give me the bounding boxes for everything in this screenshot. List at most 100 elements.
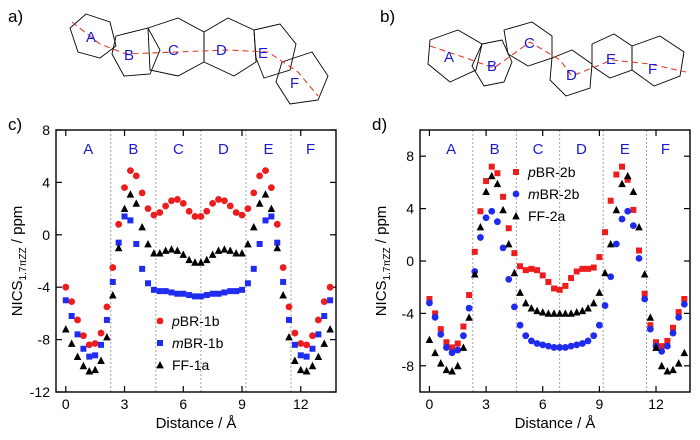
point-c-FF-1a-17 [161, 246, 170, 254]
point-d-BR-2b-33 [612, 240, 620, 248]
point-c-BR-1b-35 [267, 184, 275, 192]
ring-a-D [203, 17, 257, 77]
point-c-BR-1b-7 [103, 303, 111, 311]
point-c-BR-1b-4 [85, 341, 93, 349]
section-label-d-C: C [533, 141, 544, 158]
point-c-FF-1a-13 [138, 222, 146, 231]
point-c-BR-1b-27 [220, 197, 228, 205]
point-c-FF-1a-30 [238, 249, 246, 257]
point-d-BR-2b-4 [449, 344, 456, 351]
legend-marker-d-FF-2a [512, 212, 520, 220]
chart-d: A B C D E F 0 3 6 9 12 -8 -4 0 4 8 Distance / Å NICS1.7πZ… [373, 129, 691, 432]
point-d-BR-2b-17 [522, 267, 529, 274]
point-c-BR-1b-32 [250, 265, 257, 272]
point-c-FF-1a-23 [197, 258, 205, 266]
point-c-FF-1a-6 [97, 356, 105, 364]
point-d-BR-2b-36 [629, 222, 637, 230]
point-c-BR-1b-23 [197, 213, 205, 220]
panel-label-b: b) [380, 7, 395, 26]
point-c-BR-1b-5 [91, 340, 99, 347]
point-d-FF-2a-30 [595, 288, 604, 296]
point-c-BR-1b-38 [286, 316, 293, 323]
point-c-BR-1b-21 [185, 207, 193, 215]
point-c-FF-1a-2 [73, 352, 82, 361]
point-c-FF-1a-9 [114, 243, 123, 252]
point-d-BR-2b-14 [505, 225, 512, 232]
point-d-BR-2b-30 [595, 321, 603, 329]
point-d-FF-2a-8 [470, 270, 479, 278]
point-c-FF-1a-14 [144, 239, 152, 248]
point-c-BR-1b-29 [232, 209, 240, 216]
ring-b-B [471, 39, 513, 87]
point-c-BR-1b-45 [326, 283, 334, 291]
point-d-BR-2b-24 [562, 282, 569, 289]
x-tick-label-d-0: 0 [426, 396, 434, 412]
x-tick-label-d-9: 9 [595, 396, 603, 412]
ring-label-a-E: E [258, 45, 268, 62]
point-c-BR-1b-35 [268, 213, 275, 220]
legend-label-c-BR-1b: pBR-1b [171, 313, 220, 329]
x-tick-label-d-6: 6 [539, 396, 547, 412]
y-tick-label-d--4: -4 [402, 305, 415, 321]
point-c-FF-1a-31 [244, 239, 252, 248]
section-label-c-A: A [83, 141, 93, 158]
section-label-d-F: F [661, 141, 670, 158]
legend-marker-d-BR-2b [513, 169, 519, 175]
point-d-BR-2b-11 [488, 207, 496, 215]
series-d-FF-2a [425, 171, 689, 375]
point-c-BR-1b-45 [327, 297, 334, 304]
point-c-BR-1b-9 [115, 220, 123, 228]
point-d-BR-2b-6 [460, 332, 467, 340]
point-d-BR-2b-36 [630, 206, 637, 213]
point-c-BR-1b-15 [150, 286, 157, 293]
point-d-BR-2b-8 [471, 248, 478, 255]
ring-a-E [253, 23, 297, 79]
point-d-BR-2b-7 [465, 304, 473, 312]
point-d-FF-2a-37 [635, 222, 643, 231]
point-d-BR-2b-39 [646, 325, 654, 333]
point-d-BR-2b-19 [533, 340, 541, 347]
point-c-BR-1b-20 [180, 290, 187, 297]
point-c-BR-1b-33 [256, 240, 263, 247]
point-d-BR-2b-28 [585, 265, 592, 272]
ring-b-D [549, 49, 593, 97]
x-tick-label-c-3: 3 [121, 396, 129, 412]
x-tick-label-c-9: 9 [238, 396, 246, 412]
point-d-BR-2b-42 [664, 337, 671, 344]
point-c-BR-1b-14 [145, 280, 152, 287]
point-c-FF-1a-38 [285, 332, 293, 341]
point-c-BR-1b-44 [321, 313, 328, 320]
point-c-BR-1b-19 [174, 290, 181, 297]
y-tick-label-c--4: -4 [38, 279, 51, 295]
point-d-BR-2b-12 [494, 218, 501, 226]
point-c-BR-1b-40 [297, 340, 305, 347]
ring-a-F [275, 51, 329, 105]
point-d-FF-2a-10 [482, 187, 490, 195]
point-c-BR-1b-8 [109, 278, 116, 285]
point-d-BR-2b-43 [669, 329, 677, 337]
point-c-BR-1b-14 [144, 205, 152, 213]
point-d-BR-2b-34 [618, 215, 626, 223]
point-c-FF-1a-3 [79, 361, 88, 370]
point-c-FF-1a-39 [291, 356, 299, 364]
section-label-c-B: B [128, 141, 138, 158]
point-c-BR-1b-30 [239, 286, 246, 293]
point-d-BR-2b-30 [596, 254, 603, 261]
x-tick-label-c-0: 0 [62, 396, 70, 412]
point-c-FF-1a-24 [202, 255, 211, 264]
point-d-BR-2b-38 [641, 295, 649, 303]
point-d-FF-2a-29 [589, 298, 598, 307]
point-d-BR-2b-2 [437, 330, 445, 338]
point-c-FF-1a-33 [255, 199, 264, 207]
point-d-BR-2b-18 [528, 265, 535, 272]
point-c-FF-1a-19 [173, 246, 182, 254]
point-d-BR-2b-37 [636, 247, 643, 254]
point-c-BR-1b-0 [62, 297, 69, 304]
point-c-FF-1a-20 [179, 250, 188, 258]
section-label-c-F: F [306, 141, 315, 158]
point-c-FF-1a-35 [267, 204, 276, 212]
point-d-FF-2a-35 [623, 171, 632, 180]
point-c-BR-1b-17 [162, 288, 169, 295]
point-d-BR-2b-20 [539, 341, 547, 349]
legend-marker-c-BR-1b [157, 340, 163, 346]
